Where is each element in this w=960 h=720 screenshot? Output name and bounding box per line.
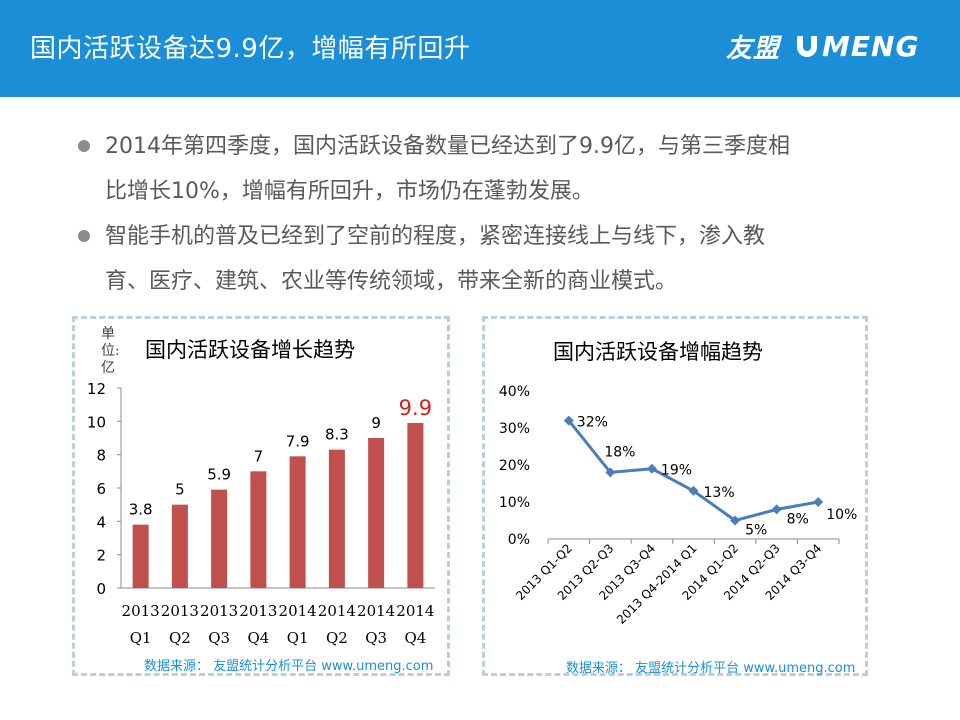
data-label: 18%: [604, 444, 635, 460]
x-tick-label-year: 2013: [161, 602, 199, 620]
x-tick-label-quarter: Q2: [326, 629, 348, 647]
bar: [289, 456, 306, 588]
bullet-line: 比增长10%，增幅有所回升，市场仍在蓬勃发展。: [105, 179, 594, 204]
x-tick-label-year: 2014: [357, 602, 395, 620]
page-title: 国内活跃设备达9.9亿，增幅有所回升: [30, 34, 471, 64]
data-label: 13%: [704, 485, 735, 501]
unit-label: 单: [101, 326, 115, 342]
umeng-u-icon: U: [797, 36, 818, 57]
data-label: 5.9: [207, 466, 231, 484]
unit-label: 位:: [101, 343, 120, 359]
data-label: 5%: [745, 523, 767, 539]
x-tick-label-quarter: Q2: [169, 629, 191, 647]
rate-chart-panel: [482, 316, 868, 676]
bar: [171, 504, 188, 588]
x-tick-label-year: 2013: [200, 602, 238, 620]
y-tick-label: 10: [87, 413, 106, 431]
y-tick-label: 12: [87, 380, 106, 398]
data-label: 10%: [826, 507, 857, 523]
y-tick-label: 4: [96, 513, 106, 531]
data-label: 8.3: [325, 426, 349, 444]
logo-chinese-text: 友盟: [726, 33, 781, 64]
data-point: [771, 504, 782, 515]
x-tick-label: 2013 Q4-2014 Q1: [614, 541, 700, 627]
bullet-list: 2014年第四季度，国内活跃设备数量已经达到了9.9亿，与第三季度相 比增长10…: [78, 124, 878, 304]
chart-title: 国内活跃设备增长趋势: [145, 338, 355, 362]
x-tick-label-quarter: Q4: [404, 629, 426, 647]
data-source-note: 数据来源： 友盟统计分析平台 www.umeng.com: [144, 659, 434, 674]
y-tick-label: 20%: [499, 458, 530, 474]
data-label: 8%: [787, 511, 809, 527]
bullet-dot-icon: [78, 140, 90, 152]
bar: [132, 524, 149, 588]
y-tick-label: 0%: [508, 532, 530, 548]
y-tick-label: 10%: [499, 495, 530, 511]
data-label: 7: [254, 447, 264, 465]
bullet-item: 2014年第四季度，国内活跃设备数量已经达到了9.9亿，与第三季度相 比增长10…: [78, 124, 878, 214]
x-tick-label-year: 2014: [279, 602, 317, 620]
x-tick-label-quarter: Q4: [247, 629, 269, 647]
x-tick-label-quarter: Q3: [365, 629, 387, 647]
bullet-line: 智能手机的普及已经到了空前的程度，紧密连接线上与线下，渗入教: [105, 224, 766, 249]
y-tick-label: 0: [96, 580, 106, 598]
data-point: [646, 463, 657, 474]
bar: [407, 423, 424, 588]
umeng-logo: 友盟 U MENG: [726, 24, 919, 68]
data-point: [813, 497, 824, 507]
x-tick-label-quarter: Q3: [208, 629, 230, 647]
x-tick-label-year: 2014: [318, 602, 356, 620]
x-tick-label-quarter: Q1: [287, 629, 309, 647]
bar: [368, 438, 385, 588]
bar: [328, 449, 345, 588]
x-tick-label-year: 2013: [239, 602, 277, 620]
data-label: 19%: [661, 463, 692, 479]
data-point: [688, 485, 699, 496]
series-line: [567, 419, 819, 523]
y-tick-label: 8: [96, 447, 106, 465]
y-tick-label: 40%: [499, 384, 530, 400]
bullet-line: 育、医疗、建筑、农业等传统领域，带来全新的商业模式。: [105, 269, 678, 294]
data-label: 9: [371, 414, 381, 432]
data-label: 5: [175, 481, 185, 499]
bullet-line: 2014年第四季度，国内活跃设备数量已经达到了9.9亿，与第三季度相: [105, 134, 790, 159]
logo-english-text: MENG: [822, 29, 920, 63]
x-tick-label-year: 2013: [122, 602, 160, 620]
header-bar: 国内活跃设备达9.9亿，增幅有所回升 友盟 U MENG: [0, 0, 960, 97]
unit-label: 亿: [101, 360, 115, 376]
bar: [211, 489, 228, 588]
data-point: [605, 467, 616, 478]
chart-title: 国内活跃设备增幅趋势: [553, 340, 763, 364]
bullet-dot-icon: [78, 230, 90, 242]
data-label: 3.8: [129, 501, 153, 519]
data-point: [563, 415, 574, 426]
y-tick-label: 6: [96, 480, 106, 498]
bar: [250, 471, 267, 588]
x-tick-label-year: 2014: [396, 602, 434, 620]
data-label: 7.9: [286, 432, 310, 450]
data-label: 9.9: [399, 396, 432, 420]
y-tick-label: 2: [96, 547, 106, 565]
data-point: [730, 515, 741, 526]
y-tick-label: 30%: [499, 421, 530, 437]
data-label: 32%: [577, 415, 608, 431]
data-source-note: 数据来源： 友盟统计分析平台 www.umeng.com: [566, 661, 856, 676]
bullet-item: 智能手机的普及已经到了空前的程度，紧密连接线上与线下，渗入教 育、医疗、建筑、农…: [78, 214, 878, 304]
x-tick-label-quarter: Q1: [130, 629, 152, 647]
